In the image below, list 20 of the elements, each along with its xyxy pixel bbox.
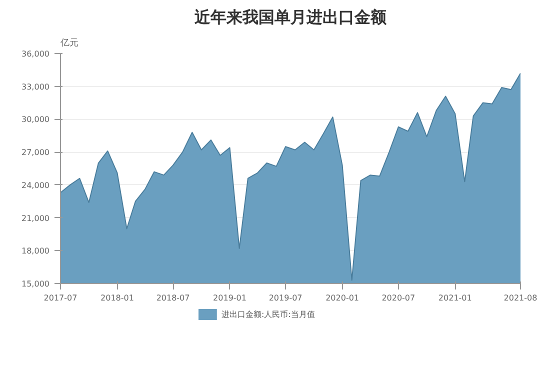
x-tick-label: 2021-08 (504, 294, 538, 302)
legend-label: 进出口金额:人民币:当月值 (222, 310, 315, 319)
y-tick-label: 24,000 (22, 180, 50, 190)
y-tick-label: 18,000 (22, 246, 50, 256)
y-tick-label: 30,000 (22, 115, 50, 124)
x-tick-label: 2017-07 (44, 294, 78, 302)
x-tick-label: 2018-07 (156, 294, 190, 302)
y-tick-label: 15,000 (22, 280, 50, 288)
x-tick-label: 2019-01 (213, 294, 246, 302)
y-tick-label: 27,000 (22, 148, 50, 158)
x-tick-label: 2021-01 (438, 294, 472, 302)
x-tick-label: 2018-01 (100, 294, 134, 302)
chart-title: 近年来我国单月进出口金额 (194, 8, 388, 26)
y-axis-title: 亿元 (60, 38, 78, 48)
x-tick-label: 2020-07 (382, 294, 416, 302)
y-tick-label: 33,000 (22, 82, 50, 92)
x-tick-label: 2019-07 (268, 294, 302, 302)
y-tick-label: 36,000 (22, 50, 50, 58)
y-tick-label: 21,000 (22, 214, 50, 223)
x-tick-label: 2020-01 (326, 294, 360, 302)
